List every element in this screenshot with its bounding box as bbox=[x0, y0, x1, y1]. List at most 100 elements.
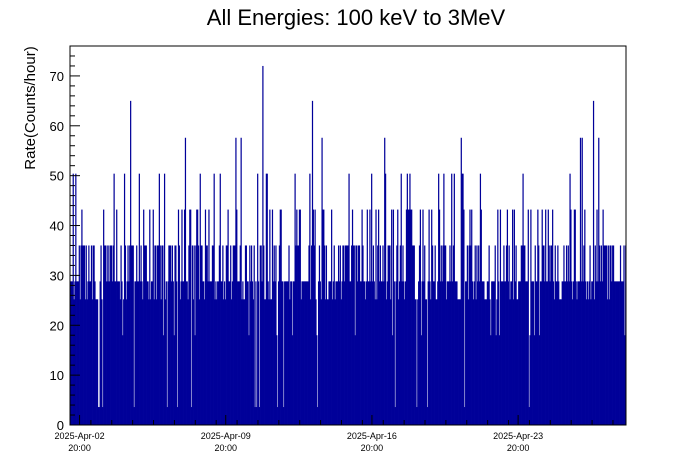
histogram-bar bbox=[126, 281, 128, 425]
histogram-bar bbox=[398, 281, 401, 425]
histogram-bar bbox=[430, 299, 432, 425]
histogram-bar bbox=[173, 335, 175, 425]
histogram-bar bbox=[379, 245, 381, 425]
histogram-bar bbox=[122, 335, 124, 425]
histogram-bar bbox=[155, 245, 157, 425]
histogram-bar bbox=[429, 281, 431, 425]
histogram-bar bbox=[299, 209, 301, 425]
histogram-bar bbox=[390, 299, 392, 425]
histogram-bar bbox=[300, 299, 302, 425]
histogram-bar bbox=[612, 245, 615, 425]
histogram-bar bbox=[332, 281, 334, 425]
histogram-bar bbox=[613, 281, 616, 425]
histogram-bar bbox=[296, 209, 298, 425]
histogram-bar bbox=[161, 245, 163, 425]
histogram-bar bbox=[215, 281, 217, 425]
histogram-bar bbox=[159, 245, 161, 425]
histogram-bar bbox=[463, 209, 465, 425]
histogram-bar bbox=[294, 173, 296, 425]
histogram-bar bbox=[264, 299, 266, 425]
histogram-bar bbox=[140, 245, 142, 425]
histogram-bar bbox=[85, 245, 87, 425]
histogram-bar bbox=[359, 281, 361, 425]
histogram-bar bbox=[191, 245, 194, 425]
histogram-bar bbox=[473, 281, 475, 425]
x-tick-label: 2025-Apr-02 bbox=[55, 431, 105, 441]
histogram-bar bbox=[585, 281, 587, 425]
histogram-bar bbox=[398, 299, 400, 425]
histogram-bar bbox=[92, 245, 94, 425]
histogram-bar bbox=[432, 281, 435, 425]
histogram-bar bbox=[476, 245, 478, 425]
histogram-bar bbox=[506, 209, 509, 425]
histogram-bar bbox=[447, 281, 449, 425]
histogram-bar bbox=[314, 209, 316, 425]
histogram-bar bbox=[455, 281, 457, 425]
histogram-bar bbox=[317, 407, 319, 425]
histogram-bar bbox=[223, 299, 225, 425]
histogram-bar bbox=[508, 245, 510, 425]
histogram-bar bbox=[281, 281, 283, 425]
histogram-bar bbox=[431, 209, 433, 425]
histogram-bar bbox=[163, 335, 165, 425]
histogram-bar bbox=[355, 245, 357, 425]
x-tick-label-time: 20:00 bbox=[507, 443, 530, 453]
histogram-bar bbox=[345, 245, 348, 425]
histogram-bar bbox=[368, 281, 370, 425]
histogram-bar bbox=[246, 281, 248, 425]
histogram-bar bbox=[90, 245, 93, 425]
histogram-bar bbox=[488, 245, 490, 425]
histogram-bar bbox=[572, 299, 574, 425]
histogram-bar bbox=[143, 209, 145, 425]
histogram-bar bbox=[482, 281, 484, 425]
histogram-bar bbox=[567, 245, 569, 425]
histogram-bar bbox=[304, 281, 306, 425]
histogram-bar bbox=[453, 173, 455, 425]
histogram-bar bbox=[101, 299, 103, 425]
histogram-bar bbox=[171, 245, 174, 425]
histogram-bar bbox=[201, 245, 203, 425]
histogram-bar bbox=[79, 299, 81, 425]
histogram-bar bbox=[534, 245, 536, 425]
histogram-bar bbox=[603, 245, 605, 425]
histogram-bar bbox=[435, 299, 437, 425]
histogram-bar bbox=[525, 281, 528, 425]
histogram-bar bbox=[578, 281, 580, 425]
histogram-bar bbox=[304, 281, 307, 425]
histogram-bar bbox=[120, 245, 122, 425]
histogram-bar bbox=[471, 281, 474, 425]
histogram-bar bbox=[170, 245, 172, 425]
histogram-bar bbox=[88, 245, 90, 425]
histogram-bar bbox=[344, 281, 346, 425]
y-axis: 0 10 20 30 40 50 60 70 bbox=[50, 45, 80, 433]
histogram-bar bbox=[525, 281, 527, 425]
histogram-bar bbox=[331, 299, 334, 425]
histogram-bar bbox=[492, 281, 494, 425]
histogram-bar bbox=[428, 209, 430, 425]
histogram-bar bbox=[107, 281, 109, 425]
histogram-bar bbox=[573, 209, 576, 425]
histogram-bar bbox=[519, 281, 522, 425]
histogram-bar bbox=[358, 245, 361, 425]
histogram-bar bbox=[199, 173, 201, 425]
histogram-bar bbox=[466, 245, 468, 425]
histogram-bar bbox=[70, 281, 72, 425]
histogram-bar bbox=[276, 335, 278, 425]
histogram-bar bbox=[389, 245, 391, 425]
histogram-bar bbox=[571, 281, 573, 425]
histogram-bar bbox=[153, 299, 155, 425]
histogram-bar bbox=[361, 209, 363, 425]
histogram-bar bbox=[579, 137, 582, 425]
histogram-bar bbox=[382, 245, 384, 425]
histogram-bar bbox=[234, 245, 236, 425]
histogram-bar bbox=[433, 281, 435, 425]
histogram-bar bbox=[142, 299, 144, 425]
histogram-bar bbox=[257, 173, 259, 425]
histogram-bar bbox=[408, 209, 410, 425]
histogram-bar bbox=[100, 245, 102, 425]
histogram-bar bbox=[233, 245, 235, 425]
histogram-bar bbox=[316, 335, 318, 425]
histogram-bar bbox=[123, 173, 126, 425]
histogram-bar bbox=[541, 209, 543, 425]
histogram-bar bbox=[366, 209, 368, 425]
